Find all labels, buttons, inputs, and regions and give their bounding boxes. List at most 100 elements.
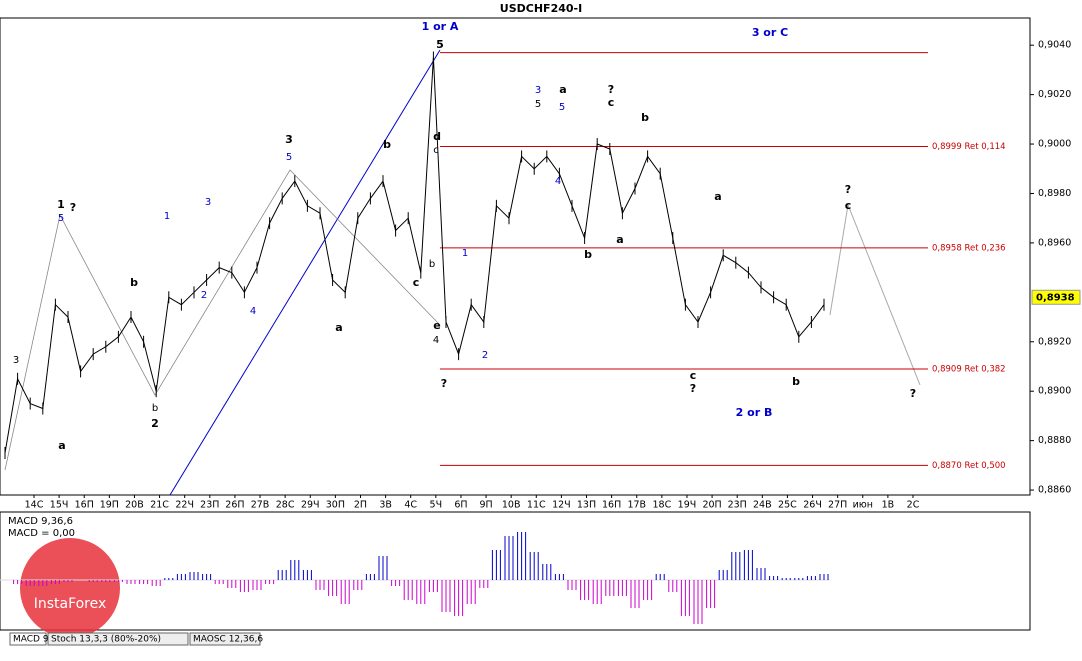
wave-line: [4, 169, 441, 471]
x-tick-label: 23П: [728, 500, 747, 511]
wave-label: 4: [250, 306, 256, 317]
wave-label: 2: [482, 350, 488, 361]
x-tick-label: 19П: [100, 500, 119, 511]
x-tick-label: 26П: [225, 500, 244, 511]
wave-label: 5: [436, 38, 444, 51]
tab: [189, 632, 261, 646]
wave-label: b: [429, 259, 435, 270]
y-tick-label: 0,9000: [1038, 139, 1071, 150]
tab: [9, 632, 47, 646]
wave-label: c: [413, 276, 420, 289]
y-tick-label: 0,8880: [1038, 435, 1071, 446]
y-tick-label: 0,9020: [1038, 89, 1071, 100]
x-tick-label: июн: [853, 500, 873, 511]
current-price-label: 0,8938: [1036, 292, 1075, 303]
x-tick-label: 29Ч: [301, 500, 320, 511]
x-tick-label: 20В: [125, 500, 144, 511]
fib-label: 0,8870 Ret 0,500: [932, 461, 1006, 471]
x-tick-label: 24В: [753, 500, 772, 511]
x-tick-label: 1В: [882, 500, 895, 511]
wave-line: [169, 49, 441, 496]
x-tick-label: 21С: [150, 500, 169, 511]
y-tick-label: 0,9040: [1038, 40, 1071, 51]
wave-label: 1: [462, 248, 468, 259]
wave-label: 2: [201, 290, 207, 301]
x-tick-label: 13П: [577, 500, 596, 511]
x-tick-label: 28С: [276, 500, 295, 511]
wave-label: a: [58, 439, 65, 452]
price-line: [4, 57, 825, 454]
x-tick-label: 3В: [379, 500, 392, 511]
x-tick-label: 19Ч: [678, 500, 697, 511]
wave-label: 4: [555, 176, 561, 187]
x-tick-label: 16П: [75, 500, 94, 511]
wave-label: a: [559, 83, 566, 96]
wave-label: 1 or A: [422, 20, 459, 33]
tab-label: MAOSC 12,36,6: [193, 635, 263, 645]
y-tick-label: 0,8860: [1038, 485, 1071, 496]
x-tick-label: 10В: [502, 500, 521, 511]
x-tick-label: 27П: [828, 500, 847, 511]
y-tick-label: 0,8960: [1038, 237, 1071, 248]
wave-label: b: [584, 248, 592, 261]
wave-label: c: [433, 145, 439, 156]
wave-label: c: [690, 369, 697, 382]
wave-label: ?: [441, 377, 447, 390]
wave-label: 2 or B: [736, 406, 773, 419]
fib-label: 0,8958 Ret 0,236: [932, 243, 1006, 253]
wave-label: 3 or C: [752, 26, 788, 39]
wave-label: b: [152, 403, 158, 414]
x-tick-label: 22Ч: [175, 500, 194, 511]
x-tick-label: 18С: [652, 500, 671, 511]
wave-label: b: [130, 276, 138, 289]
wave-label: b: [792, 375, 800, 388]
wave-label: 1: [57, 198, 65, 211]
y-tick-label: 0,8900: [1038, 386, 1071, 397]
forecast-line: [829, 203, 921, 386]
x-tick-label: 30П: [326, 500, 345, 511]
x-tick-label: 12Ч: [552, 500, 571, 511]
wave-label: a: [714, 190, 721, 203]
wave-label: c: [845, 199, 852, 212]
price-frame: [0, 17, 1031, 496]
logo-text: InstaForex: [34, 596, 107, 612]
wave-label: e: [433, 319, 440, 332]
fib-label: 0,8999 Ret 0,114: [932, 142, 1006, 152]
x-tick-label: 9П: [479, 500, 492, 511]
wave-label: 4: [433, 335, 439, 346]
wave-label: 5: [535, 99, 541, 110]
x-tick-label: 25С: [778, 500, 797, 511]
wave-label: ?: [690, 382, 696, 395]
wave-label: 5: [58, 213, 64, 224]
x-tick-label: 17В: [627, 500, 646, 511]
wave-label: 3: [13, 355, 19, 366]
macd-value: MACD = 0,00: [8, 528, 75, 539]
x-tick-label: 26Ч: [803, 500, 822, 511]
tab-label: MACD 9,36,6: [13, 635, 72, 645]
tab: [47, 632, 189, 646]
wave-label: 3: [285, 133, 293, 146]
macd-label: MACD 9,36,6: [8, 516, 73, 527]
wave-label: a: [335, 321, 342, 334]
y-tick-label: 0,8980: [1038, 188, 1071, 199]
axes: 0,9040 0,9020 0,9000 0,8980 0,8960 0,8920 0,89…: [25, 40, 1072, 511]
tab-label: Stoch 13,3,3 (80%-20%): [51, 635, 161, 645]
wave-label: 3: [205, 197, 211, 208]
wave-label: b: [641, 111, 649, 124]
x-tick-label: 2С: [907, 500, 920, 511]
wave-label: d: [433, 130, 441, 143]
logo: InstaForex: [20, 538, 120, 638]
wave-label: ?: [70, 201, 76, 214]
wave-label: ?: [608, 83, 614, 96]
y-tick-label: 0,8920: [1038, 336, 1071, 347]
x-tick-label: 2П: [354, 500, 367, 511]
wave-label: 2: [151, 417, 159, 430]
wave-label: b: [383, 138, 391, 151]
wave-label: 5: [559, 102, 565, 113]
wave-label: ?: [910, 387, 916, 400]
x-tick-label: 15Ч: [50, 500, 69, 511]
x-tick-label: 14С: [25, 500, 44, 511]
x-tick-label: 5Ч: [430, 500, 443, 511]
chart-title: USDCHF240-I: [500, 2, 582, 15]
